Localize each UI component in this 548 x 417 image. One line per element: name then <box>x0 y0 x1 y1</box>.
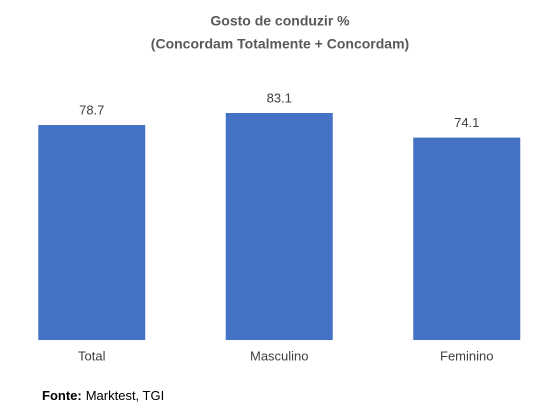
x-tick-label: Masculino <box>250 348 309 363</box>
x-tick-label: Total <box>78 348 106 363</box>
value-label: 83.1 <box>267 90 292 105</box>
value-label: 74.1 <box>454 115 479 130</box>
bar <box>413 137 521 340</box>
source-text: Marktest, TGI <box>86 388 165 403</box>
bar <box>225 113 333 340</box>
chart-title: Gosto de conduzir % <box>210 13 350 29</box>
source: Fonte: Marktest, TGI <box>42 388 164 403</box>
source-label: Fonte: <box>42 388 82 403</box>
chart-subtitle: (Concordam Totalmente + Concordam) <box>151 36 409 52</box>
value-label: 78.7 <box>79 102 104 117</box>
x-tick-label: Feminino <box>440 348 493 363</box>
bar <box>38 125 146 340</box>
